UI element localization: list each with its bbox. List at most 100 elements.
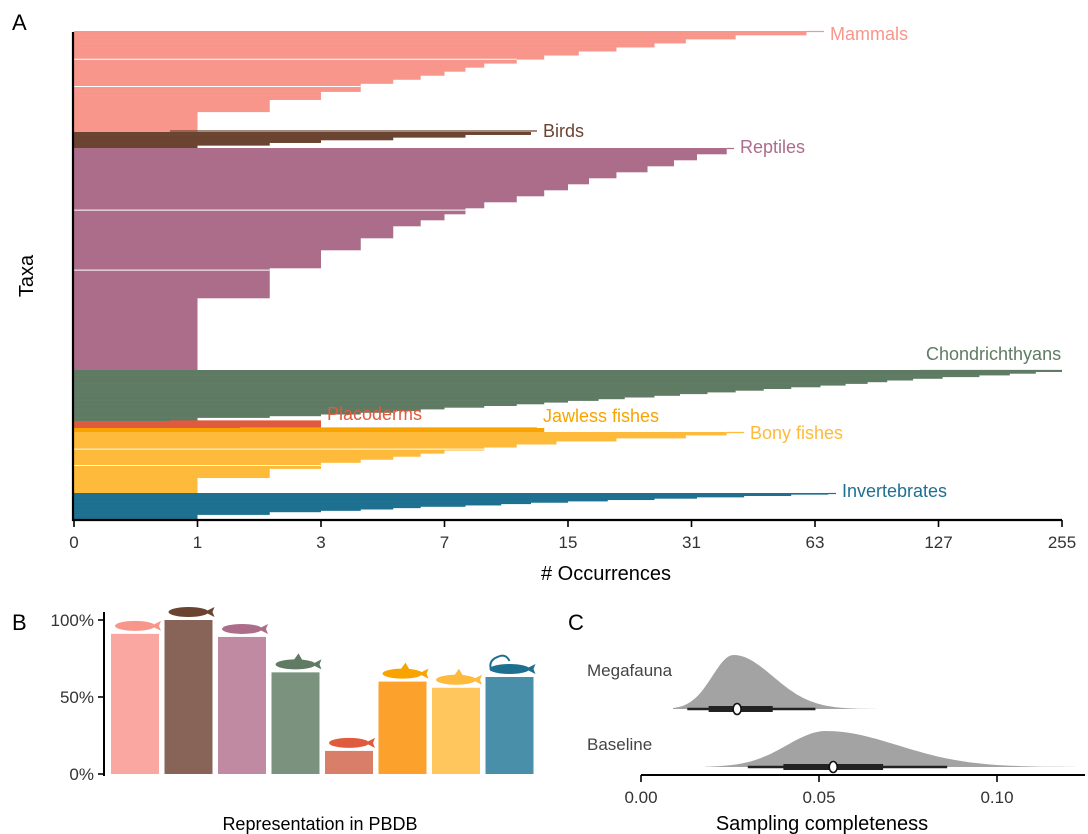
panel-a-x-axis-label: # Occurrences xyxy=(541,563,671,585)
density-area-baseline xyxy=(705,731,1076,767)
median-point-megafauna xyxy=(732,702,742,716)
bar-chondrichthyans-11 xyxy=(74,388,764,391)
bar-chondrichthyans-22 xyxy=(74,407,445,410)
bar-reptiles-8 xyxy=(74,196,517,203)
bar-chondrichthyans-10 xyxy=(74,387,792,389)
bar-reptiles-0 xyxy=(74,148,727,155)
bar-chondrichthyans-4 xyxy=(74,376,943,379)
label-birds: Birds xyxy=(543,121,584,141)
bar-mammals-6 xyxy=(74,55,545,60)
bar-mammals-3 xyxy=(74,43,655,48)
bar-reptiles-14 xyxy=(74,232,394,239)
bar-reptiles-22 xyxy=(74,280,270,287)
bar-mammals-15 xyxy=(74,91,321,96)
label-bony-fishes: Bony fishes xyxy=(750,423,843,443)
c-x-tick-label-0-05: 0.05 xyxy=(802,788,835,807)
panel-a-x-ticks: 0 1 3 7 15 31 63 127 255 xyxy=(69,520,1076,552)
c-label-baseline: Baseline xyxy=(587,735,652,754)
series-chondrichthyans xyxy=(74,370,1062,422)
panel-c-x-axis-label: Sampling completeness xyxy=(716,813,928,834)
series-birds xyxy=(74,132,531,149)
bar-reptiles-4 xyxy=(74,172,617,179)
bar-bony-fishes-19 xyxy=(74,489,198,494)
series-reptiles xyxy=(74,148,727,371)
panel-a-y-axis-label: Taxa xyxy=(16,254,38,297)
bar-invertebrates-5 xyxy=(74,499,608,502)
bar-mammals-19 xyxy=(74,107,270,113)
bar-mammals-7 xyxy=(74,59,517,64)
bar-bony-fishes-2 xyxy=(74,438,617,442)
bar-chondrichthyans-17 xyxy=(74,398,599,401)
bar-reptiles-2 xyxy=(74,160,674,167)
bar-mammals-9 xyxy=(74,67,466,72)
bar-mammals-13 xyxy=(74,83,361,88)
bar-chondrichthyans-14 xyxy=(74,393,680,396)
series-placoderms xyxy=(74,421,321,429)
bar-chondrichthyans-15 xyxy=(74,395,655,398)
bar-reptiles-34 xyxy=(74,352,198,359)
bar-reptiles-35 xyxy=(74,358,198,365)
x-tick-label-3: 3 xyxy=(316,533,325,552)
bar-birds-4 xyxy=(74,142,270,146)
bar-bony-fishes-8 xyxy=(74,456,394,460)
c-x-tick-label-0-00: 0.00 xyxy=(624,788,657,807)
panel-a-letter: A xyxy=(12,10,27,35)
bar-chondrichthyans-26 xyxy=(74,414,321,417)
bar-mammals-10 xyxy=(74,71,445,76)
bar-invertebrates-14 xyxy=(74,511,270,514)
density-baseline xyxy=(705,731,1076,774)
bar-reptiles-36 xyxy=(74,364,198,371)
bar-chondrichthyans-20 xyxy=(74,404,517,406)
series-mammals xyxy=(74,31,807,133)
bar-mammals-14 xyxy=(74,87,361,92)
x-tick-label-1: 1 xyxy=(193,533,202,552)
panel-c-series-labels: Megafauna Baseline xyxy=(587,661,673,754)
panel-b-y-ticks: 0% 50% 100% xyxy=(51,611,104,784)
bar-reptiles-30 xyxy=(74,328,198,335)
panel-c-letter: C xyxy=(568,610,584,635)
bar-mammals-2 xyxy=(74,39,686,44)
c-label-megafauna: Megafauna xyxy=(587,661,673,680)
bar-reptiles-7 xyxy=(74,190,545,197)
bar-chondrichthyans-12 xyxy=(74,390,736,393)
b-bar-birds xyxy=(164,620,213,774)
b-bar-bony-fishes xyxy=(432,687,480,774)
bar-reptiles-21 xyxy=(74,274,270,281)
bar-bony-fishes-11 xyxy=(74,465,321,469)
bar-invertebrates-17 xyxy=(74,515,198,518)
density-area-megafauna xyxy=(673,655,876,709)
bar-invertebrates-16 xyxy=(74,514,198,517)
bar-invertebrates-15 xyxy=(74,513,270,515)
b-bar-invertebrates xyxy=(485,676,534,774)
bar-invertebrates-10 xyxy=(74,506,421,509)
bar-invertebrates-7 xyxy=(74,502,531,505)
bar-birds-0 xyxy=(74,132,531,135)
bar-mammals-0 xyxy=(74,31,807,36)
bar-chondrichthyans-25 xyxy=(74,412,361,415)
bar-bony-fishes-12 xyxy=(74,468,270,472)
bar-invertebrates-2 xyxy=(74,495,745,498)
bar-bony-fishes-14 xyxy=(74,474,270,479)
bar-invertebrates-12 xyxy=(74,509,361,511)
bar-reptiles-20 xyxy=(74,268,270,275)
bar-chondrichthyans-13 xyxy=(74,392,708,395)
label-chondrichthyans: Chondrichthyans xyxy=(926,344,1061,364)
bar-invertebrates-11 xyxy=(74,507,394,510)
density-megafauna xyxy=(673,655,876,716)
b-bar-mammals xyxy=(111,633,159,774)
bar-chondrichthyans-29 xyxy=(74,419,198,422)
label-jawless-fishes: Jawless fishes xyxy=(543,406,659,426)
bar-chondrichthyans-7 xyxy=(74,381,868,384)
label-invertebrates: Invertebrates xyxy=(842,481,947,501)
c-x-tick-label-0-10: 0.10 xyxy=(980,788,1013,807)
median-point-baseline xyxy=(828,760,839,774)
panel-c-densities xyxy=(673,655,1076,774)
bar-chondrichthyans-16 xyxy=(74,397,625,400)
panel-b-bars xyxy=(111,620,534,774)
bar-bony-fishes-9 xyxy=(74,459,361,463)
bar-mammals-11 xyxy=(74,75,421,80)
jawless-fishes-silhouette-icon xyxy=(382,662,429,679)
bar-birds-5 xyxy=(74,145,198,149)
bar-mammals-4 xyxy=(74,47,617,52)
bar-invertebrates-3 xyxy=(74,497,697,499)
